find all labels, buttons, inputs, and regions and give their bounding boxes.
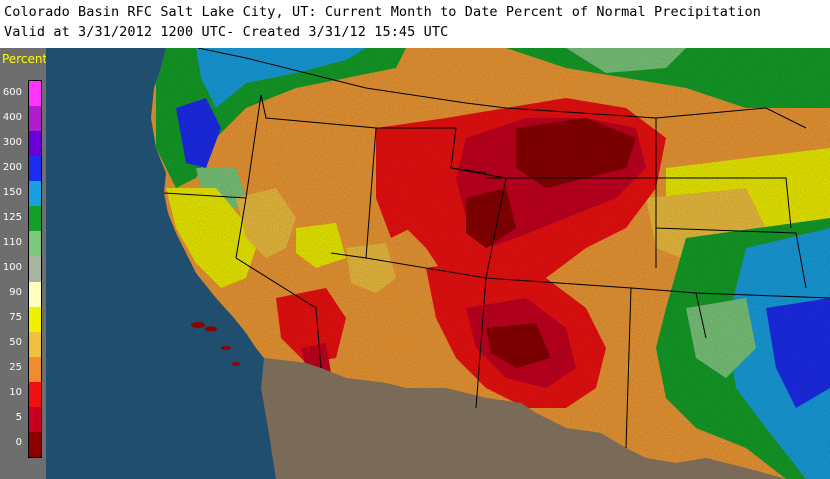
legend-swatch — [29, 206, 41, 232]
legend-label: 400 — [2, 111, 22, 123]
legend-color-bar — [28, 80, 42, 458]
legend-label: 125 — [2, 211, 22, 223]
legend-swatch — [29, 381, 41, 408]
legend-label: 150 — [2, 186, 22, 198]
map-title: Colorado Basin RFC Salt Lake City, UT: C… — [4, 4, 761, 20]
channel-islands — [191, 322, 240, 366]
map-subtitle: Valid at 3/31/2012 1200 UTC- Created 3/3… — [4, 24, 449, 40]
legend-swatch — [29, 81, 41, 107]
map-header: Colorado Basin RFC Salt Lake City, UT: C… — [0, 0, 830, 48]
legend-label: 200 — [2, 161, 22, 173]
legend-label: 600 — [2, 86, 22, 98]
legend-label: 0 — [15, 437, 22, 449]
legend-swatch — [29, 181, 41, 207]
legend-swatch — [29, 156, 41, 182]
legend-swatch — [29, 306, 41, 333]
legend-swatch — [29, 231, 41, 257]
legend-label: 300 — [2, 136, 22, 148]
legend-title: Percent — [2, 52, 48, 66]
mexico-terrain — [261, 358, 786, 479]
state-boundaries — [163, 48, 830, 449]
legend-label: 75 — [9, 312, 22, 324]
legend-label: 110 — [2, 236, 22, 248]
legend-swatch — [29, 356, 41, 383]
legend-label: 5 — [15, 412, 22, 424]
legend-swatch — [29, 131, 41, 157]
legend-label: 100 — [2, 262, 22, 273]
precipitation-map — [46, 48, 830, 479]
color-legend: Percent 600 400 300 200 150 125 110 100 90 75 50 25… — [0, 48, 48, 479]
legend-swatch — [29, 256, 41, 283]
legend-swatch — [29, 106, 41, 132]
legend-label: 90 — [9, 287, 22, 299]
legend-label: 25 — [9, 362, 22, 374]
legend-swatch — [29, 331, 41, 358]
legend-swatch — [29, 406, 41, 433]
legend-label: 10 — [9, 387, 22, 399]
legend-swatch — [29, 431, 41, 458]
legend-swatch — [29, 281, 41, 308]
legend-label: 50 — [9, 337, 22, 349]
